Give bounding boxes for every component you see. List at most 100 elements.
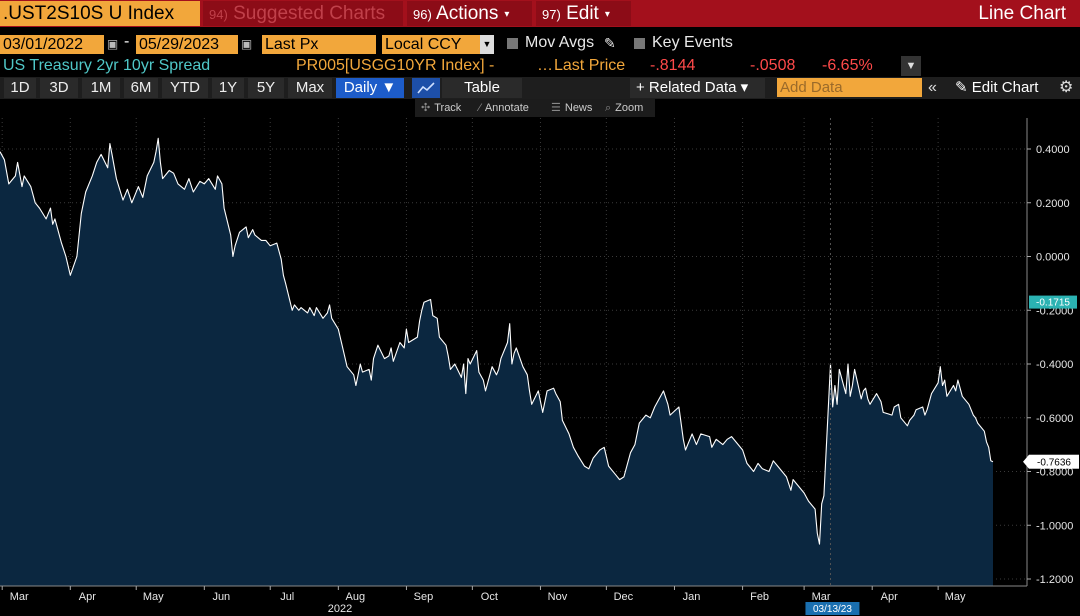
- calendar-icon[interactable]: ▣: [106, 37, 119, 51]
- pencil-icon: ✎: [955, 79, 968, 96]
- track-label: Track: [434, 102, 462, 114]
- last-price-tag: [1029, 454, 1079, 469]
- edit-label: Edit: [566, 3, 599, 24]
- x-tick-label: May: [945, 591, 966, 603]
- chevron-down-icon: ▾: [504, 9, 510, 20]
- news-icon: ☰: [551, 102, 561, 114]
- series-area: [0, 138, 993, 587]
- last-price-tag-pointer: [1023, 454, 1029, 469]
- y-tick-label: -0.8000: [1036, 467, 1073, 479]
- chevron-down-icon: ▾: [604, 9, 610, 20]
- actions-number: 96): [413, 7, 432, 22]
- frequency-select[interactable]: Daily ▼: [336, 78, 404, 98]
- mov-avgs-checkbox[interactable]: [507, 38, 518, 49]
- line-chart-glyph: [417, 82, 435, 94]
- y-tick-label: 0.0000: [1036, 252, 1070, 264]
- last-price-value: -.8144: [650, 57, 696, 74]
- annotate-tool[interactable]: ⁄ Annotate: [479, 99, 529, 117]
- range-max-button[interactable]: Max: [288, 78, 332, 98]
- annotate-label: Annotate: [484, 102, 529, 114]
- edit-menu-button[interactable]: 97) Edit ▾: [536, 1, 631, 26]
- ticker-field[interactable]: .UST2S10S U Index: [0, 1, 200, 26]
- y-tick-label: -0.4000: [1036, 359, 1073, 371]
- annotate-icon: ⁄: [479, 102, 481, 114]
- price-field-select[interactable]: Last Px: [262, 35, 376, 54]
- edit-chart-button[interactable]: ✎ Edit Chart: [955, 78, 1038, 98]
- zoom-label: Zoom: [615, 102, 644, 114]
- range-3d-button[interactable]: 3D: [40, 78, 78, 98]
- zoom-tool[interactable]: ⌕ Zoom: [605, 99, 643, 117]
- pct-change-value: -6.65%: [822, 57, 873, 74]
- x-tick-label: Dec: [614, 591, 634, 603]
- currency-select[interactable]: Local CCY: [382, 35, 480, 54]
- suggested-charts-label: Suggested Charts: [233, 3, 386, 24]
- high-price-tag: [1029, 295, 1077, 309]
- table-button[interactable]: Table: [442, 78, 522, 98]
- edit-chart-label: Edit Chart: [971, 79, 1039, 96]
- ellipsis: …: [537, 57, 553, 74]
- y-tick-label: -1.0000: [1036, 520, 1073, 532]
- news-tool[interactable]: ☰ News: [551, 99, 592, 117]
- track-tool[interactable]: ✣ Track: [421, 99, 461, 117]
- x-tick-label: Sep: [414, 591, 434, 603]
- calendar-icon[interactable]: ▣: [240, 37, 253, 51]
- edit-number: 97): [542, 7, 561, 22]
- last-price-label: Last Price: [554, 57, 626, 74]
- x-tick-label: Mar: [812, 591, 831, 603]
- start-date-input[interactable]: 03/01/2022: [0, 35, 104, 54]
- end-date-input[interactable]: 05/29/2023: [136, 35, 238, 54]
- price-chart[interactable]: 0.40000.20000.0000-0.2000-0.4000-0.6000-…: [0, 118, 1080, 616]
- collapse-left-icon[interactable]: «: [928, 79, 937, 96]
- range-5y-button[interactable]: 5Y: [248, 78, 284, 98]
- mov-avgs-label: Mov Avgs: [525, 34, 595, 51]
- x-tick-label: Jul: [280, 591, 294, 603]
- range-1d-button[interactable]: 1D: [4, 78, 36, 98]
- suggested-charts-number: 94): [209, 7, 228, 22]
- add-data-input[interactable]: Add Data: [777, 78, 922, 97]
- related-data-button[interactable]: + Related Data ▾: [630, 78, 765, 98]
- actions-menu-button[interactable]: 96) Actions ▾: [407, 1, 532, 26]
- y-tick-label: 0.2000: [1036, 198, 1070, 210]
- security-code: PR005[USGG10YR Index] -: [296, 57, 495, 74]
- chart-type-title: Line Chart: [978, 3, 1066, 24]
- x-tick-label: Mar: [10, 591, 29, 603]
- series-line: [0, 137, 994, 545]
- security-name: US Treasury 2yr 10yr Spread: [3, 57, 211, 74]
- y-tick-label: 0.4000: [1036, 144, 1070, 156]
- date-separator: -: [124, 33, 130, 50]
- key-events-label: Key Events: [652, 34, 733, 51]
- y-tick-label: -1.2000: [1036, 574, 1073, 586]
- x-tick-label: Feb: [750, 591, 769, 603]
- high-price-tag-label: -0.1715: [1036, 298, 1070, 309]
- last-price-tag-label: -0.7636: [1037, 458, 1071, 469]
- crosshair-icon: ✣: [421, 102, 431, 114]
- x-year-label: 2022: [328, 603, 352, 615]
- range-6m-button[interactable]: 6M: [124, 78, 158, 98]
- chevron-down-icon[interactable]: ▼: [480, 35, 494, 54]
- actions-label: Actions: [436, 3, 499, 24]
- collapse-panel-icon[interactable]: ▼: [901, 56, 921, 76]
- x-tick-label: Nov: [548, 591, 568, 603]
- date-tag-label: 03/13/23: [813, 604, 852, 615]
- x-tick-label: Jun: [212, 591, 230, 603]
- range-1y-button[interactable]: 1Y: [212, 78, 244, 98]
- net-change-value: -.0508: [750, 57, 796, 74]
- zoom-icon: ⌕: [605, 102, 612, 114]
- x-tick-label: Oct: [481, 591, 498, 603]
- gear-icon[interactable]: ⚙: [1059, 79, 1074, 96]
- x-tick-label: Jan: [683, 591, 701, 603]
- line-chart-icon[interactable]: [412, 78, 440, 98]
- chart-tools-bar: ✣ Track ⁄ Annotate ☰ News ⌕ Zoom: [415, 99, 655, 117]
- x-tick-label: Aug: [346, 591, 366, 603]
- key-events-checkbox[interactable]: [634, 38, 645, 49]
- x-tick-label: Apr: [79, 591, 96, 603]
- suggested-charts-button[interactable]: 94) Suggested Charts: [203, 1, 403, 26]
- date-tag-box: [805, 602, 860, 615]
- x-tick-label: Apr: [881, 591, 898, 603]
- y-tick-label: -0.6000: [1036, 413, 1073, 425]
- news-label: News: [564, 102, 593, 114]
- range-ytd-button[interactable]: YTD: [162, 78, 208, 98]
- range-1m-button[interactable]: 1M: [82, 78, 120, 98]
- pencil-icon[interactable]: ✎: [604, 35, 616, 51]
- x-tick-label: May: [143, 591, 164, 603]
